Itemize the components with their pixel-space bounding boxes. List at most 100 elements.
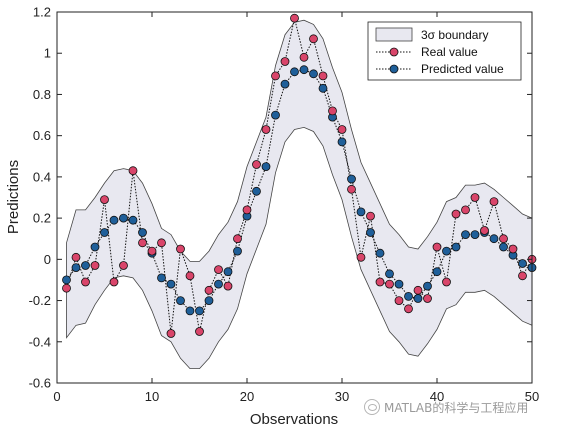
data-points-layer [62,13,537,338]
predicted-value-point [166,279,176,289]
real-value-point [328,106,337,116]
real-value-point [375,277,385,287]
predicted-value-point [109,215,119,225]
real-value-point [451,209,461,219]
real-value-point [109,277,119,287]
real-value-point [518,271,527,281]
real-value-point [461,205,470,215]
real-value-point [356,252,366,262]
real-value-point [147,246,157,256]
legend-label-predicted: Predicted value [421,62,504,76]
axes-box [56,11,533,384]
x-tick-label: 10 [145,389,159,404]
y-axis-label: Predictions [5,160,22,234]
real-value-point [185,271,195,281]
real-value-point [318,71,328,81]
predicted-value-point [290,67,299,77]
predicted-value-point [299,65,309,75]
predicted-value-point [394,279,404,289]
predicted-value-point [451,242,461,252]
predicted-value-point [470,230,480,240]
predicted-value-point [309,69,318,79]
predicted-value-point [366,228,375,237]
real-value-point [214,265,223,275]
real-value-point [290,13,299,23]
predicted-value-point [138,228,147,237]
predicted-value-point [204,296,214,306]
legend-label-real: Real value [421,45,478,59]
real-value-point [442,277,451,287]
predicted-value-point [489,234,499,244]
predicted-value-point [157,273,166,283]
predicted-value-point [71,263,81,273]
y-tick-label: 0.8 [33,87,51,102]
real-value-point [252,160,261,169]
predicted-value-point [214,279,223,289]
real-value-point [337,125,347,134]
legend-marker-predicted [389,64,399,74]
predicted-value-point [385,269,394,279]
real-value-point [195,327,204,336]
watermark-text: MATLAB的科学与工程应用 [384,401,529,415]
predicted-value-point [404,291,413,301]
y-tick-label: 1.2 [33,5,51,20]
predicted-value-point [252,186,261,196]
real-value-point [119,261,128,270]
real-value-point [508,244,518,254]
predicted-value-point [62,275,71,285]
predicted-value-point [81,261,90,270]
real-value-line [66,18,533,334]
real-value-point [261,125,271,134]
predicted-value-point [128,215,138,225]
legend-label-boundary: 3σ boundary [421,28,488,42]
real-value-point [242,205,252,215]
y-tick-label: -0.4 [29,334,51,349]
real-value-point [347,184,356,194]
predicted-value-point [176,296,185,306]
predicted-value-point [280,79,290,89]
predicted-value-point [442,246,451,256]
real-value-point [233,234,242,244]
predicted-value-point [233,246,242,256]
predicted-value-point [518,259,527,268]
real-value-point [128,166,138,176]
predicted-value-point [100,228,109,237]
x-tick-label: 50 [525,389,539,404]
y-tick-label: 0.4 [33,169,51,184]
real-value-point [62,283,71,293]
predicted-value-point [90,242,100,252]
real-value-point [413,285,423,295]
predicted-value-point [271,110,280,120]
x-ticks: 0 10 20 30 40 50 [53,12,539,404]
y-tick-label: 0.2 [33,211,51,226]
real-value-point [499,234,508,244]
predicted-value-point [461,230,470,240]
real-value-point [157,238,166,248]
x-tick-label: 20 [240,389,254,404]
y-ticks: -0.6 -0.4 -0.2 0 0.2 0.4 0.6 0.8 1 1.2 [29,5,532,391]
real-value-point [204,285,214,295]
real-value-point [489,197,499,207]
predicted-value-point [347,174,356,184]
legend-marker-real [389,47,399,57]
real-value-point [71,252,81,262]
real-value-point [432,242,442,252]
wechat-icon [364,399,380,415]
x-axis-label: Observations [250,411,338,428]
predicted-value-point [499,242,508,252]
real-value-point [280,57,290,66]
real-value-point [271,71,280,81]
real-value-point [81,277,90,287]
legend-swatch-boundary [375,27,413,42]
predicted-value-point [423,281,432,291]
predicted-value-point [223,267,233,277]
real-value-point [100,195,109,205]
predicted-value-point [119,213,128,223]
x-tick-label: 40 [430,389,444,404]
y-tick-label: 1 [44,46,51,61]
x-tick-label: 30 [335,389,349,404]
real-value-point [394,296,404,306]
real-value-point [480,226,489,235]
real-value-point [166,329,176,338]
